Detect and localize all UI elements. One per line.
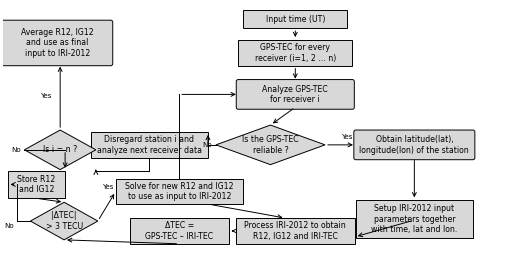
Text: No: No	[4, 223, 14, 229]
Text: Is the GPS-TEC
reliable ?: Is the GPS-TEC reliable ?	[242, 135, 299, 154]
FancyBboxPatch shape	[116, 179, 243, 204]
FancyBboxPatch shape	[91, 132, 208, 158]
Text: Process IRI-2012 to obtain
R12, IG12 and IRI-TEC: Process IRI-2012 to obtain R12, IG12 and…	[244, 221, 346, 241]
Text: Disregard station i and
analyze next receiver data: Disregard station i and analyze next rec…	[97, 135, 202, 154]
Text: Setup IRI-2012 input
parameters together
with time, lat and lon.: Setup IRI-2012 input parameters together…	[371, 204, 458, 234]
Polygon shape	[30, 202, 98, 240]
Text: GPS-TEC for every
receiver (i=1, 2 ... n): GPS-TEC for every receiver (i=1, 2 ... n…	[255, 43, 336, 63]
Text: |ΔTEC|
> 3 TECU: |ΔTEC| > 3 TECU	[46, 211, 83, 231]
Text: No: No	[12, 147, 21, 153]
FancyBboxPatch shape	[8, 171, 65, 198]
Text: Yes: Yes	[103, 184, 114, 191]
Text: No: No	[202, 142, 212, 148]
FancyBboxPatch shape	[354, 130, 475, 160]
FancyBboxPatch shape	[130, 218, 229, 244]
FancyBboxPatch shape	[2, 20, 113, 66]
FancyBboxPatch shape	[243, 10, 347, 28]
FancyBboxPatch shape	[238, 40, 353, 66]
Text: Input time (UT): Input time (UT)	[266, 15, 325, 24]
Text: Yes: Yes	[342, 134, 354, 140]
Text: Solve for new R12 and IG12
to use as input to IRI-2012: Solve for new R12 and IG12 to use as inp…	[125, 182, 234, 201]
Text: Analyze GPS-TEC
for receiver i: Analyze GPS-TEC for receiver i	[263, 85, 328, 104]
Polygon shape	[24, 130, 96, 170]
FancyBboxPatch shape	[356, 200, 473, 238]
Text: Average R12, IG12
and use as final
input to IRI-2012: Average R12, IG12 and use as final input…	[21, 28, 93, 58]
Text: ΔTEC =
GPS-TEC – IRI-TEC: ΔTEC = GPS-TEC – IRI-TEC	[145, 221, 213, 241]
Polygon shape	[216, 125, 325, 165]
Text: Obtain latitude(lat),
longitude(lon) of the station: Obtain latitude(lat), longitude(lon) of …	[360, 135, 469, 154]
Text: Yes: Yes	[41, 93, 52, 99]
FancyBboxPatch shape	[236, 80, 354, 109]
Text: Is i = n ?: Is i = n ?	[43, 145, 77, 154]
Text: Store R12
and IG12: Store R12 and IG12	[17, 175, 55, 194]
FancyBboxPatch shape	[236, 218, 355, 244]
